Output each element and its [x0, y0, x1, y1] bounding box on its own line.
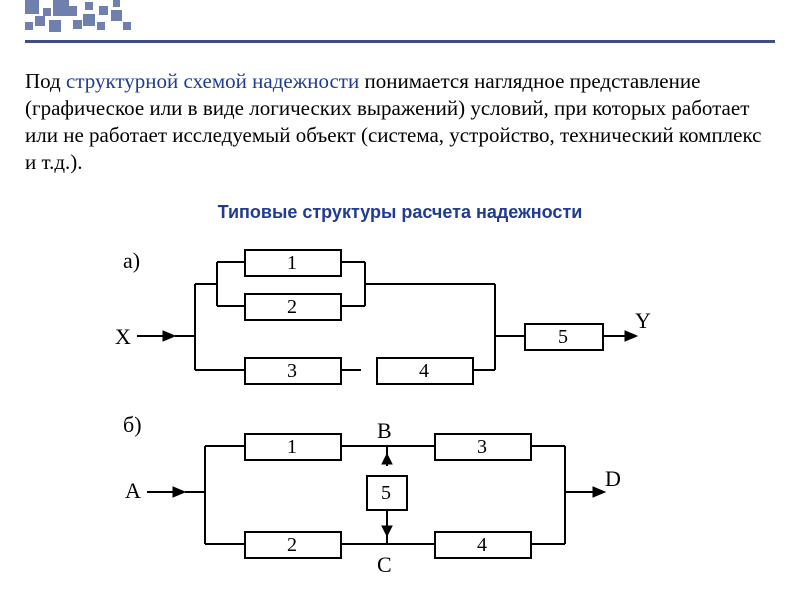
diagram-a-x-label: X — [115, 324, 131, 349]
diagram-b: б) A 1 2 B C 5 3 4 D — [123, 412, 621, 577]
header-rule — [25, 40, 775, 43]
definition-lead: Под — [25, 69, 66, 93]
diagram-b-box-4-label: 4 — [477, 534, 487, 556]
diagram-b-c-label: C — [377, 552, 392, 577]
header-ornament — [25, 0, 135, 38]
diagram-a: а) X Y 1 2 3 4 5 — [115, 248, 651, 384]
diagrams: а) X Y 1 2 3 4 5 б) A — [105, 248, 685, 583]
diagram-b-box-3-label: 3 — [477, 436, 487, 458]
diagram-b-b-label: B — [377, 418, 392, 443]
diagram-b-box-5-label: 5 — [381, 482, 391, 504]
diagram-b-d-label: D — [605, 466, 621, 491]
diagram-b-box-2-label: 2 — [287, 534, 297, 556]
diagram-b-box-1-label: 1 — [287, 436, 297, 458]
diagram-b-tag: б) — [123, 412, 142, 437]
diagram-a-box-1-label: 1 — [287, 252, 297, 274]
diagram-a-box-3-label: 3 — [287, 360, 297, 382]
diagram-a-y-label: Y — [635, 308, 651, 333]
section-title: Типовые структуры расчета надежности — [0, 202, 800, 223]
definition-term: структурной схемой надежности — [66, 69, 359, 93]
diagram-b-a-label: A — [125, 478, 141, 503]
definition-paragraph: Под структурной схемой надежности понима… — [25, 68, 765, 176]
diagram-a-box-4-label: 4 — [419, 360, 429, 382]
diagram-a-box-2-label: 2 — [287, 296, 297, 318]
diagram-a-box-5-label: 5 — [558, 326, 568, 348]
diagram-a-tag: а) — [123, 248, 140, 273]
